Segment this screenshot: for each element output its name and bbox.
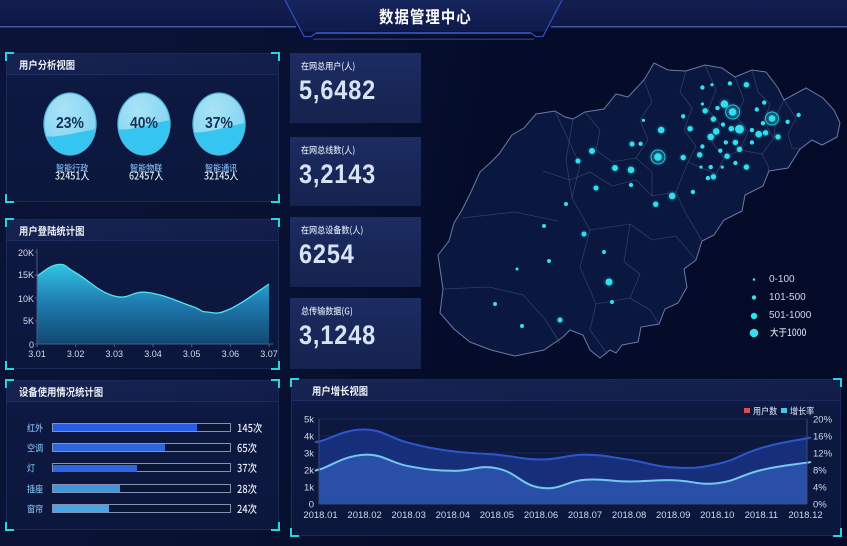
svg-text:2018.03: 2018.03 <box>392 510 426 521</box>
svg-text:3.01: 3.01 <box>28 349 46 359</box>
svg-text:3.04: 3.04 <box>144 349 162 359</box>
svg-text:2018.07: 2018.07 <box>568 510 602 521</box>
svg-text:5K: 5K <box>23 316 34 326</box>
svg-text:1k: 1k <box>304 483 314 494</box>
svg-text:2k: 2k <box>304 466 314 477</box>
svg-text:3k: 3k <box>304 449 314 460</box>
svg-text:0%: 0% <box>813 500 827 511</box>
svg-text:15K: 15K <box>18 270 34 280</box>
svg-text:2018.09: 2018.09 <box>656 510 690 521</box>
svg-text:2018.02: 2018.02 <box>347 510 381 521</box>
svg-text:4%: 4% <box>813 483 827 494</box>
svg-text:3.06: 3.06 <box>222 349 240 359</box>
svg-text:0: 0 <box>309 500 314 511</box>
svg-text:4k: 4k <box>304 432 314 443</box>
svg-text:3.07: 3.07 <box>260 349 278 359</box>
svg-text:3.05: 3.05 <box>183 349 201 359</box>
svg-text:16%: 16% <box>813 432 833 443</box>
svg-text:20K: 20K <box>18 248 34 258</box>
svg-text:2018.11: 2018.11 <box>745 510 779 521</box>
svg-text:10K: 10K <box>18 294 34 304</box>
svg-text:2018.10: 2018.10 <box>700 510 734 521</box>
svg-text:2018.12: 2018.12 <box>788 510 822 521</box>
svg-text:2018.05: 2018.05 <box>480 510 514 521</box>
svg-text:8%: 8% <box>813 466 827 477</box>
svg-text:2018.04: 2018.04 <box>436 510 470 521</box>
svg-text:2018.08: 2018.08 <box>612 510 646 521</box>
svg-text:3.02: 3.02 <box>67 349 85 359</box>
svg-text:0: 0 <box>29 340 34 350</box>
svg-text:2018.01: 2018.01 <box>303 510 337 521</box>
svg-text:5k: 5k <box>304 415 314 426</box>
svg-text:12%: 12% <box>813 449 833 460</box>
svg-text:20%: 20% <box>813 415 833 426</box>
svg-text:3.03: 3.03 <box>106 349 124 359</box>
svg-text:2018.06: 2018.06 <box>524 510 558 521</box>
